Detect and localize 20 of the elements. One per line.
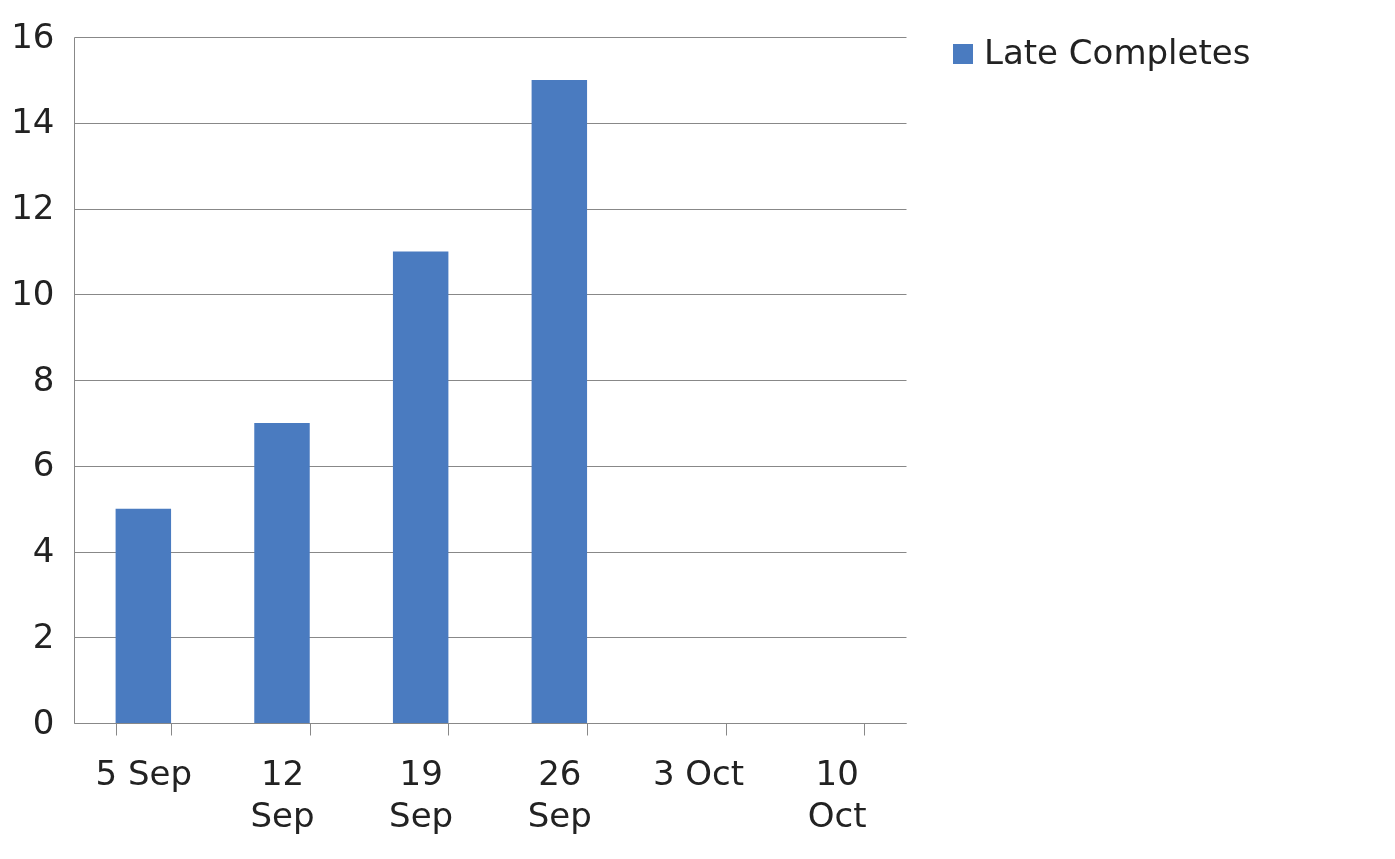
x-tick-label: 19 Sep bbox=[389, 752, 454, 835]
y-tick-label: 0 bbox=[32, 701, 55, 742]
bar bbox=[254, 422, 310, 723]
x-tick-label: 10 Oct bbox=[807, 752, 867, 835]
y-tick-label: 14 bbox=[11, 101, 55, 142]
x-tick-label: 26 Sep bbox=[527, 752, 592, 835]
bar bbox=[392, 251, 449, 723]
y-tick-label: 4 bbox=[32, 530, 55, 570]
y-tick-label: 2 bbox=[32, 615, 55, 656]
y-tick-label: 8 bbox=[32, 358, 55, 399]
y-tick-label: 6 bbox=[32, 444, 55, 485]
bar bbox=[531, 79, 588, 723]
bar bbox=[115, 508, 172, 723]
y-tick-label: 12 bbox=[11, 187, 55, 227]
y-tick-label: 16 bbox=[11, 15, 55, 56]
legend-label: Late Completes bbox=[984, 32, 1251, 72]
y-tick-label: 10 bbox=[11, 272, 55, 313]
x-tick-label: 12 Sep bbox=[250, 752, 315, 835]
x-tick-label: 5 Sep bbox=[95, 752, 193, 793]
x-tick-label: 3 Oct bbox=[652, 752, 745, 793]
